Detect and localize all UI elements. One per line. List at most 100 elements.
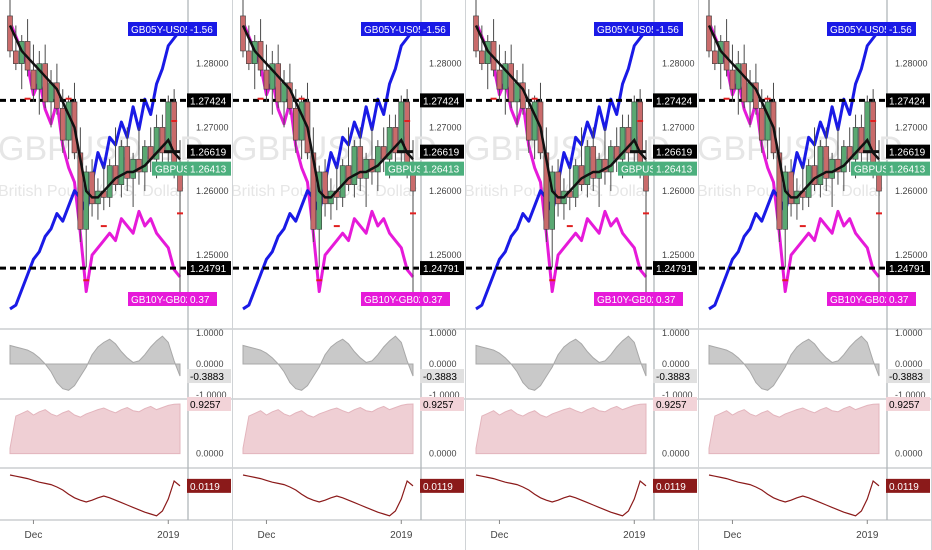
candle-body: [7, 15, 13, 52]
candle-body: [758, 107, 765, 141]
indicator-2-value-box: [653, 396, 697, 411]
indicator-2-area: [242, 403, 414, 455]
candle: [835, 127, 841, 185]
price-tick-label: 1.27000: [662, 122, 695, 132]
current-price-label-box: [420, 144, 464, 159]
candle: [18, 35, 25, 90]
candle-body: [841, 146, 847, 173]
indicator-1-tick-label: -1.0000: [196, 390, 227, 400]
candle: [858, 114, 865, 166]
candle-body: [42, 63, 48, 103]
current-price-label-text: 1.26619: [423, 148, 460, 159]
current-price-label-text: 1.26619: [190, 148, 227, 159]
candle-body: [829, 158, 835, 179]
symbol-tag-text: GBPUSD: [621, 165, 663, 176]
candle: [502, 50, 509, 115]
candle-body: [36, 63, 43, 90]
candle-body: [596, 158, 602, 179]
candle-body: [811, 165, 818, 185]
candle-body: [112, 165, 119, 185]
current-price-label: 1.26619: [886, 144, 930, 159]
indicator-3-value-box: [653, 478, 697, 493]
symbol-tag-box: [385, 161, 421, 176]
spread-10y2y-tag-text: GB10Y-GB02Y: [597, 295, 664, 306]
candle: [83, 165, 90, 268]
candle: [817, 140, 824, 198]
candle-body: [870, 101, 876, 173]
candle-body: [392, 127, 399, 154]
symbol-tag: GBPUSD: [618, 161, 663, 176]
moving-average-line: [474, 24, 647, 199]
indicator-3-value-text: 0.0119: [889, 482, 919, 493]
candle: [490, 19, 497, 77]
symbol-tag-text: GBPUSD: [388, 165, 430, 176]
candle-body: [729, 69, 736, 90]
spread-10y2y-value-text: 0.37: [656, 295, 676, 306]
candle: [729, 44, 736, 102]
candle-body: [741, 63, 747, 103]
symbol-price-label: 1.26413: [420, 161, 464, 176]
candle-body: [171, 101, 177, 173]
candle-body: [712, 50, 718, 64]
spread-5y-line: [9, 29, 182, 311]
candle-body: [608, 146, 614, 173]
candle-body: [118, 146, 125, 185]
current-price-label-box: [886, 144, 930, 159]
candle-body: [59, 107, 66, 141]
candle: [782, 165, 789, 268]
indicator-3-line: [708, 474, 880, 517]
candle: [363, 152, 369, 207]
spread-10y2y-tag: GB10Y-GB02Y: [361, 292, 431, 306]
level-label-text: 1.24791: [423, 264, 460, 275]
candle: [112, 127, 119, 192]
indicator-2-tick-label: 0.0000: [429, 449, 457, 459]
level-label: 1.24791: [653, 261, 697, 276]
indicator-2-value-text: 0.9257: [889, 400, 920, 411]
candle: [246, 25, 252, 71]
level-label-text: 1.27424: [423, 96, 460, 107]
candle-body: [858, 127, 865, 154]
candle: [159, 114, 166, 166]
level-label: 1.27424: [886, 93, 930, 108]
candle: [829, 152, 835, 207]
candle-body: [602, 158, 608, 173]
candle: [479, 25, 485, 71]
candle-body: [345, 165, 352, 185]
candle: [823, 127, 830, 192]
spread-10y2y-tag-box: [827, 292, 887, 306]
candle-body: [823, 146, 830, 179]
candle: [30, 44, 37, 102]
spread-10y2y-value: 0.37: [420, 292, 450, 306]
indicator-3-line: [9, 474, 181, 517]
candle: [723, 19, 730, 77]
spread-5y-tag: GB05Y-US05Y: [361, 22, 431, 36]
candle-body: [142, 146, 148, 173]
level-label-text: 1.24791: [656, 264, 693, 275]
symbol-price-label-box: [420, 161, 464, 176]
indicator-1-value-box: [653, 369, 697, 384]
candle: [24, 19, 31, 77]
candle: [357, 127, 364, 192]
level-label-text: 1.24791: [889, 264, 926, 275]
candle: [484, 35, 491, 90]
candle: [584, 140, 591, 198]
candle: [625, 114, 632, 166]
price-tick-label: 1.26000: [196, 186, 229, 196]
level-label: 1.24791: [187, 261, 231, 276]
level-label: 1.24791: [886, 261, 930, 276]
candle: [496, 44, 503, 102]
level-label-box: [187, 93, 231, 108]
level-label: 1.27424: [187, 93, 231, 108]
candle-body: [13, 50, 19, 64]
candle-body: [130, 158, 136, 179]
indicator-1-tick-label: 1.0000: [662, 328, 690, 338]
candle-body: [788, 171, 794, 205]
spread-5y-value: -1.56: [420, 22, 450, 36]
x-tick-label: 2019: [856, 530, 879, 541]
symbol-tag-box: [851, 161, 887, 176]
candle-body: [30, 69, 37, 90]
level-label-text: 1.27424: [889, 96, 926, 107]
candle-body: [136, 158, 142, 173]
spread-10y2y-value-box: [653, 292, 683, 306]
current-price-label-box: [653, 144, 697, 159]
